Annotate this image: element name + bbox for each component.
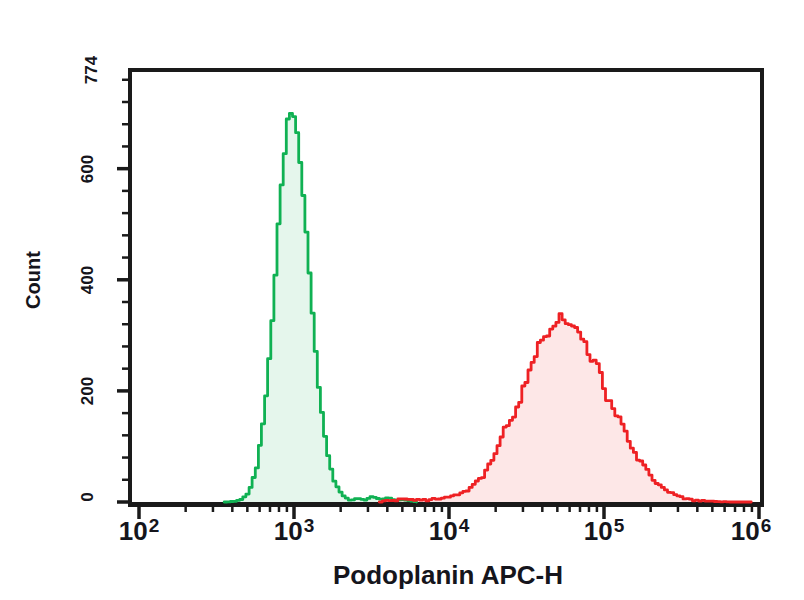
x-tick-label-10e2: 102 [119, 516, 160, 544]
y-tick-label-200: 200 [78, 377, 98, 405]
x-axis-title: Podoplanin APC-H [333, 560, 563, 591]
flow-histogram-figure: Count 774 0 200 400 600 102 103 104 105 106 Pod… [0, 0, 804, 600]
y-axis-title: Count [22, 251, 45, 309]
control-green-fill [224, 113, 416, 502]
x-tick-label-10e4: 104 [429, 516, 470, 544]
x-tick-label-10e5: 105 [584, 516, 625, 544]
plot-area [0, 0, 804, 600]
x-tick-label-10e6: 106 [731, 516, 772, 544]
x-tick-label-10e3: 103 [274, 516, 315, 544]
podoplanin-red-fill [379, 314, 751, 502]
y-tick-label-400: 400 [78, 266, 98, 294]
y-tick-label-0: 0 [78, 492, 98, 501]
y-tick-label-600: 600 [78, 154, 98, 182]
y-axis-max-label: 774 [82, 56, 102, 84]
plot-border [130, 70, 762, 505]
